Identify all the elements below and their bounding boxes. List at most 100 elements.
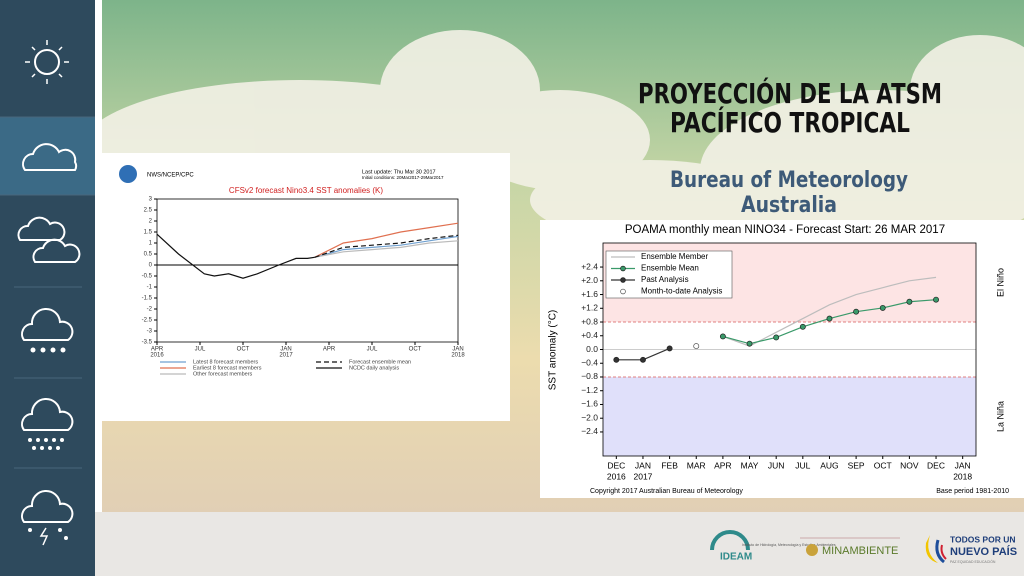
legend-box xyxy=(605,250,733,299)
y-tick-label: +2.0 xyxy=(581,275,598,285)
point xyxy=(773,334,780,341)
y-tick-label: 0 xyxy=(149,263,153,269)
x-tick-label: JUN xyxy=(768,460,785,470)
y-tick-label: +1.2 xyxy=(581,303,598,313)
y-tick-label: -3.5 xyxy=(142,340,153,346)
series-line xyxy=(314,234,459,258)
subtitle: Australia xyxy=(741,193,837,218)
conditions: Initial conditions: 20Mar2017-29Mar2017 xyxy=(362,175,444,180)
x-tick-sublabel: 2018 xyxy=(451,353,465,359)
y-tick-label: -1 xyxy=(147,285,153,291)
clouds xyxy=(80,30,1024,250)
sidebar xyxy=(0,0,95,576)
x-tick-label: JUL xyxy=(367,347,378,353)
logo-text: NUEVO PAÍS xyxy=(950,545,1017,558)
y-tick-label: −2.0 xyxy=(581,412,598,422)
y-tick-label: 3 xyxy=(149,197,153,203)
source: NWS/NCEP/CPC xyxy=(147,173,194,179)
chart-title: CFSv2 forecast Nino3.4 SST anomalies (K) xyxy=(229,186,383,195)
logo-text: Instituto de Hidrología, Meteorología y … xyxy=(742,543,836,547)
x-tick-sublabel: 2017 xyxy=(279,353,293,359)
y-tick-label: -2 xyxy=(147,307,153,313)
subtitle: Bureau of Meteorology xyxy=(670,168,908,193)
title: PROYECCIÓN DE LA ATSM xyxy=(638,76,942,110)
series-line xyxy=(314,222,459,258)
rain-drops xyxy=(28,347,68,540)
x-tick-label: JAN xyxy=(635,460,651,470)
point xyxy=(906,298,913,305)
point xyxy=(719,333,726,340)
y-tick-label: +1.6 xyxy=(581,289,598,299)
y-tick-label: −0.4 xyxy=(581,357,598,367)
y-tick-label: 1.5 xyxy=(144,230,153,236)
sidebar-separators xyxy=(0,116,95,469)
x-tick-label: JAN xyxy=(280,347,291,353)
x-tick-label: APR xyxy=(714,460,731,470)
point xyxy=(693,343,700,350)
x-tick-label: JAN xyxy=(452,347,463,353)
x-tick-label: OCT xyxy=(874,460,892,470)
legend-marker xyxy=(620,277,626,283)
x-tick-sublabel: 2016 xyxy=(607,471,626,481)
footer-band xyxy=(95,512,1024,576)
sidebar-active[interactable] xyxy=(0,117,95,195)
band-label: El Niño xyxy=(995,268,1005,297)
y-tick-label: -3 xyxy=(147,329,153,335)
point xyxy=(613,356,620,363)
y-tick-label: 0.5 xyxy=(144,252,153,258)
plot-frame xyxy=(156,198,459,343)
x-tick-label: NOV xyxy=(900,460,919,470)
legend-label: Month-to-date Analysis xyxy=(641,287,722,296)
y-tick-label: −2.4 xyxy=(581,426,598,436)
logo-text: MINAMBIENTE xyxy=(822,545,898,557)
y-axis-label: SST anomaly (°C) xyxy=(548,310,559,391)
sidebar-icons[interactable] xyxy=(17,40,81,546)
series-line xyxy=(314,240,459,258)
y-tick-label: -1.5 xyxy=(142,296,153,302)
y-tick-label: 2 xyxy=(149,219,153,225)
x-tick-label: MAY xyxy=(741,460,759,470)
x-tick-label: JUL xyxy=(795,460,810,470)
y-tick-label: 1 xyxy=(149,241,153,247)
legend-label: Ensemble Member xyxy=(641,252,708,261)
legend-label: Forecast ensemble mean xyxy=(349,359,411,365)
legend-marker xyxy=(620,288,626,295)
x-tick-label: AUG xyxy=(820,460,838,470)
point xyxy=(666,345,673,352)
legend-label: Past Analysis xyxy=(641,275,689,284)
x-tick-sublabel: 2016 xyxy=(150,353,164,359)
legend-label: Ensemble Mean xyxy=(641,264,699,273)
noaa-logo xyxy=(119,165,137,183)
x-tick-label: OCT xyxy=(409,347,422,353)
legend-label: NCDC daily analysis xyxy=(349,365,399,371)
point xyxy=(799,323,806,330)
title: PACÍFICO TROPICAL xyxy=(670,105,910,139)
x-tick-sublabel: 2017 xyxy=(634,471,653,481)
x-tick-label: APR xyxy=(323,347,336,353)
band-label: La Niña xyxy=(995,401,1005,432)
legend-marker xyxy=(620,265,626,272)
series-line xyxy=(156,233,315,279)
y-tick-label: +0.8 xyxy=(581,316,598,326)
y-tick-label: −1.2 xyxy=(581,385,598,395)
chart-title: POAMA monthly mean NINO34 - Forecast Sta… xyxy=(625,224,945,236)
y-tick-label: -0.5 xyxy=(142,274,153,280)
x-tick-label: DEC xyxy=(607,460,625,470)
x-tick-label: DEC xyxy=(927,460,945,470)
x-tick-label: APR xyxy=(151,347,164,353)
logo-text: IDEAM xyxy=(720,552,752,563)
y-tick-label: -2.5 xyxy=(142,318,153,324)
band xyxy=(603,376,976,456)
point xyxy=(933,296,939,303)
update: Last update: Thu Mar 30 2017 xyxy=(362,169,436,175)
y-tick-label: +2.4 xyxy=(581,261,598,271)
x-tick-label: MAR xyxy=(687,460,706,470)
legend-label: Other forecast members xyxy=(193,371,253,377)
x-tick-sublabel: 2018 xyxy=(953,471,972,481)
legend-label: Latest 8 forecast members xyxy=(193,359,258,365)
legend-label: Earliest 8 forecast members xyxy=(193,365,262,371)
x-tick-label: SEP xyxy=(848,460,865,470)
base-period: Base period 1981-2010 xyxy=(936,488,1009,495)
point xyxy=(640,356,646,363)
divider xyxy=(95,0,102,512)
